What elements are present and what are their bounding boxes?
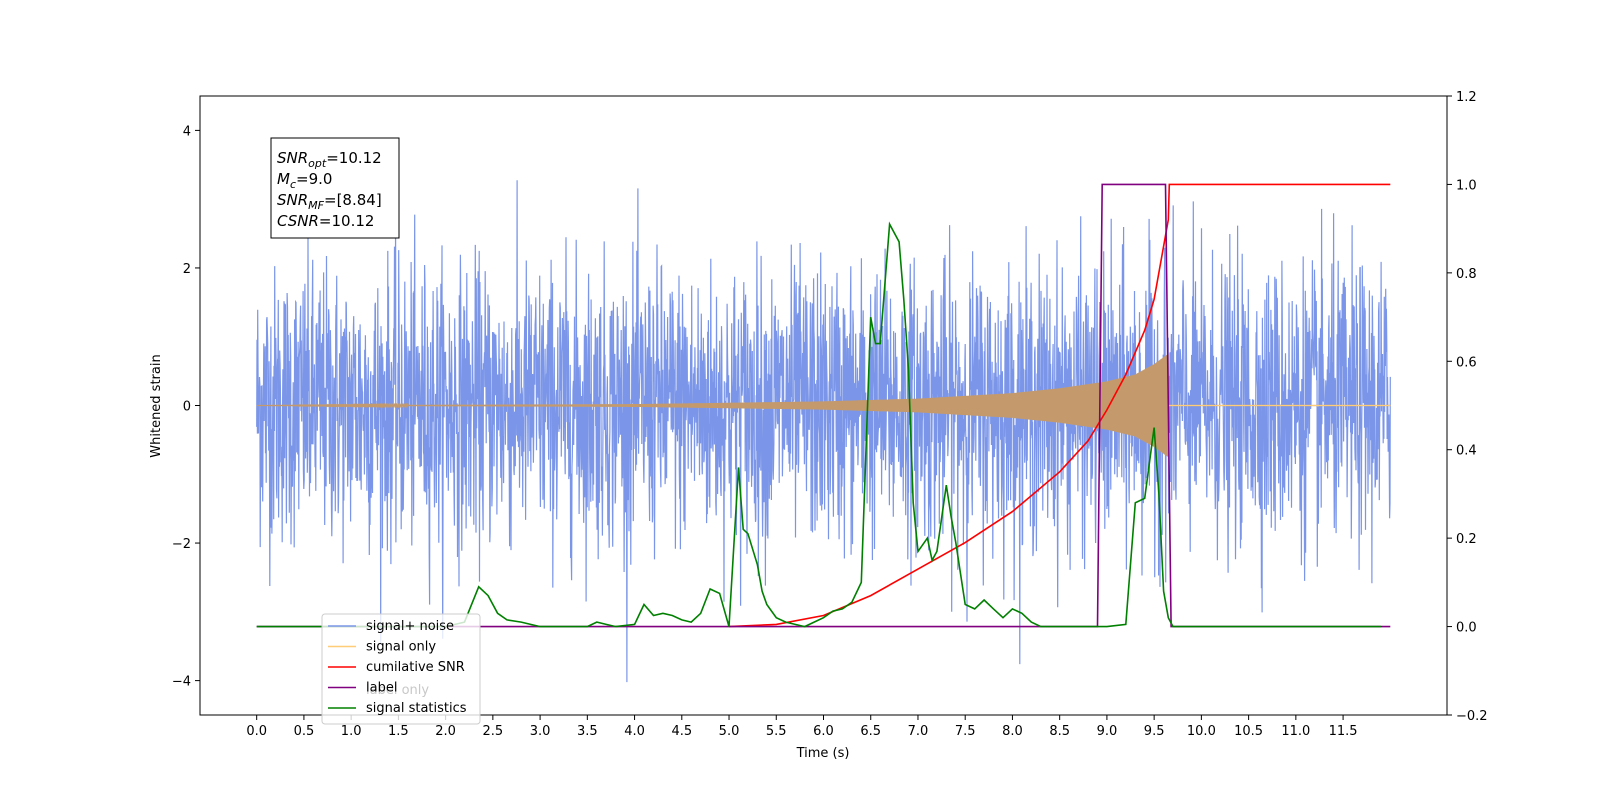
x-tick-label: 3.5 bbox=[577, 724, 598, 739]
x-tick-label: 8.5 bbox=[1049, 724, 1070, 739]
x-tick-label: 7.0 bbox=[908, 724, 929, 739]
x-tick-label: 6.5 bbox=[860, 724, 881, 739]
y-tick-label: 4 bbox=[183, 124, 191, 139]
y-axis-label: Whitened strain bbox=[149, 354, 164, 457]
signal-noise-line bbox=[256, 180, 1391, 683]
y2-tick-label: 1.0 bbox=[1456, 178, 1477, 193]
x-axis: 0.0 0.5 1.0 1.5 2.0 2.5 3.0 3.5 4.0 4.5 5.0 5.5 6.0 6… bbox=[246, 715, 1358, 739]
legend-label: signal statistics bbox=[366, 701, 467, 716]
legend: label only signal+ noise signal only cumil… bbox=[321, 613, 481, 725]
x-tick-label: 1.0 bbox=[341, 724, 362, 739]
x-tick-label: 5.5 bbox=[766, 724, 787, 739]
annotation-line: SNRopt=10.12 bbox=[277, 149, 382, 170]
noise-series bbox=[256, 180, 1391, 683]
y-axis-right: −0.2 0.0 0.2 0.4 0.6 0.8 1.0 1.2 bbox=[1447, 90, 1488, 724]
y-axis-left: −4 −2 0 2 4 bbox=[172, 124, 200, 690]
x-tick-label: 11.0 bbox=[1281, 724, 1310, 739]
x-tick-label: 7.5 bbox=[955, 724, 976, 739]
x-tick-label: 1.5 bbox=[388, 724, 409, 739]
x-tick-label: 11.5 bbox=[1329, 724, 1358, 739]
y2-tick-label: 0.6 bbox=[1456, 355, 1477, 370]
x-axis-label: Time (s) bbox=[796, 746, 850, 761]
annotation-line: CSNR=10.12 bbox=[277, 212, 374, 230]
x-tick-label: 3.0 bbox=[530, 724, 551, 739]
y-tick-label: −4 bbox=[172, 675, 191, 690]
x-tick-label: 10.5 bbox=[1234, 724, 1263, 739]
x-tick-label: 2.5 bbox=[483, 724, 504, 739]
x-tick-label: 2.0 bbox=[435, 724, 456, 739]
signal-statistics-line bbox=[256, 221, 1381, 628]
cumilative-snr-line bbox=[728, 183, 1391, 628]
x-tick-label: 8.0 bbox=[1002, 724, 1023, 739]
legend-label: signal+ noise bbox=[366, 619, 454, 634]
right-axis-series bbox=[256, 183, 1391, 628]
x-tick-label: 5.0 bbox=[719, 724, 740, 739]
signal-only-series bbox=[256, 354, 1391, 457]
x-tick-label: 4.0 bbox=[624, 724, 645, 739]
legend-label: label bbox=[366, 681, 397, 696]
y2-tick-label: 0.4 bbox=[1456, 444, 1477, 459]
y-tick-label: −2 bbox=[172, 537, 191, 552]
x-tick-label: 4.5 bbox=[671, 724, 692, 739]
y2-tick-label: 0.2 bbox=[1456, 532, 1477, 547]
x-tick-label: 10.0 bbox=[1187, 724, 1216, 739]
x-tick-label: 9.5 bbox=[1144, 724, 1165, 739]
y-tick-label: 0 bbox=[183, 400, 191, 415]
annotation-line: Mc=9.0 bbox=[277, 170, 332, 191]
y2-tick-label: 1.2 bbox=[1456, 90, 1477, 105]
legend-hidden-text: label only bbox=[366, 683, 429, 698]
y-tick-label: 2 bbox=[183, 262, 191, 277]
y2-tick-label: 0.8 bbox=[1456, 267, 1477, 282]
x-tick-label: 6.0 bbox=[813, 724, 834, 739]
legend-label: cumilative SNR bbox=[366, 660, 465, 675]
annotation-line: SNRMF=[8.84] bbox=[277, 191, 382, 212]
y2-tick-label: −0.2 bbox=[1456, 709, 1488, 724]
legend-label: signal only bbox=[366, 640, 436, 655]
x-tick-label: 0.5 bbox=[294, 724, 315, 739]
y2-tick-label: 0.0 bbox=[1456, 621, 1477, 636]
x-tick-label: 0.0 bbox=[246, 724, 267, 739]
x-tick-label: 9.0 bbox=[1097, 724, 1118, 739]
